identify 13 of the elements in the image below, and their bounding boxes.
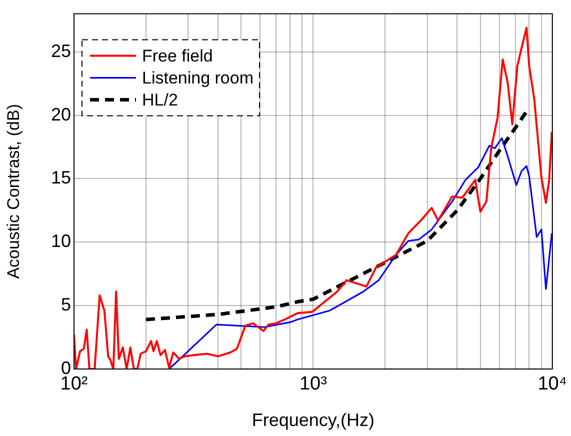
x-tick-label: 10³ <box>299 374 327 395</box>
legend-label: Free field <box>142 46 213 66</box>
y-axis-title: Acoustic Contrast, (dB) <box>4 104 23 279</box>
y-tick-label: 20 <box>50 104 71 124</box>
x-tick-label: 10⁴ <box>538 374 568 395</box>
y-tick-label: 10 <box>50 231 71 252</box>
y-tick-label: 15 <box>50 168 71 188</box>
y-tick-label: 5 <box>60 294 71 315</box>
legend-label: HL/2 <box>142 90 178 110</box>
y-tick-label: 25 <box>50 40 71 61</box>
x-axis-title: Frequency,(Hz) <box>252 410 375 430</box>
legend-label: Listening room <box>142 68 254 88</box>
x-tick-label: 10² <box>60 374 88 395</box>
